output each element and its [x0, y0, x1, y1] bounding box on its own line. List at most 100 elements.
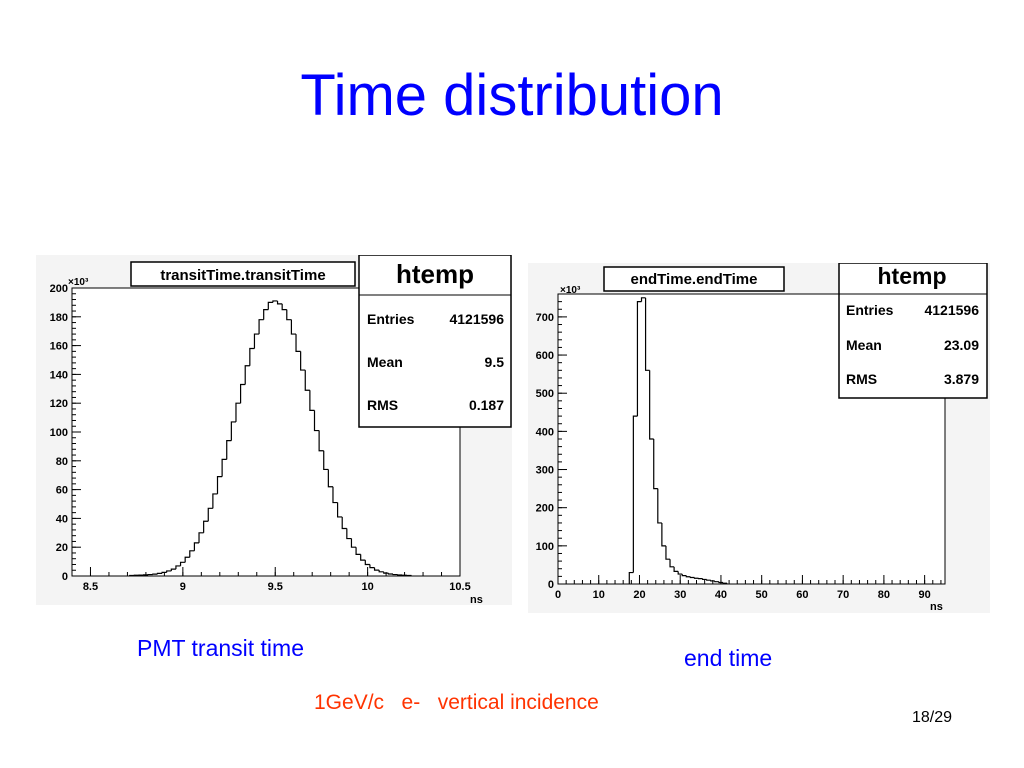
stats-rms-value: 0.187: [469, 397, 504, 413]
histogram-bin: [341, 516, 347, 530]
y-tick-label: 200: [536, 503, 554, 515]
histogram-bin: [383, 571, 389, 574]
stats-rms-label: RMS: [846, 371, 877, 387]
stats-entries-label: Entries: [846, 302, 894, 318]
caption-end-time: end time: [684, 645, 773, 671]
histogram-bin: [286, 309, 292, 321]
y-multiplier: ×10³: [560, 285, 581, 296]
stats-mean-value: 9.5: [485, 354, 505, 370]
histogram-bin: [184, 556, 190, 563]
histogram-bin: [714, 580, 719, 583]
histogram-bin: [221, 458, 227, 477]
histogram-bin: [669, 559, 675, 568]
histogram-bin: [327, 469, 333, 488]
histogram-bin: [636, 301, 642, 417]
x-axis-label: ns: [930, 601, 943, 613]
histogram-bin: [373, 567, 380, 571]
histogram-bin: [323, 450, 329, 471]
x-tick-label: 0: [555, 589, 561, 601]
histogram-bin: [272, 300, 278, 303]
x-tick-label: 90: [919, 589, 931, 601]
x-axis-label: ns: [470, 594, 483, 605]
histogram-bin: [632, 415, 638, 573]
histogram-bin: [644, 297, 650, 371]
histogram-bin: [336, 502, 343, 518]
histogram-bin: [226, 440, 232, 460]
end-time-histogram: 0 10 20 30 40 50 60 70 80 90 0 100 200 300 400 500 600 70…: [536, 263, 988, 613]
histogram-bin: [673, 566, 679, 573]
hist-title-box: [603, 266, 785, 292]
histogram-bin: [387, 573, 394, 575]
histogram-bin: [685, 575, 691, 578]
histogram-bin: [318, 430, 324, 452]
histogram-bin: [216, 476, 223, 494]
histogram-bin: [244, 365, 250, 385]
slide-subtitle: 1GeV/c e- vertical incidence: [314, 691, 599, 714]
histogram-bin: [207, 507, 213, 522]
histogram-bin: [193, 542, 200, 551]
stats-rms-label: RMS: [367, 397, 398, 413]
histogram-bin: [628, 571, 634, 584]
y-tick-label: 140: [50, 369, 68, 381]
histogram-bin: [665, 545, 671, 560]
y-tick-label: 600: [536, 350, 554, 362]
histogram-bin: [702, 578, 707, 581]
y-tick-label: 100: [50, 427, 68, 439]
histogram-bin: [230, 421, 236, 441]
histogram-bin: [309, 390, 315, 411]
x-tick-label: 10.5: [449, 581, 470, 593]
y-tick-label: 0: [548, 579, 554, 591]
histogram-bin: [677, 571, 683, 575]
y-tick-label: 400: [536, 426, 554, 438]
x-tick-label: 50: [756, 589, 768, 601]
histogram-bin: [304, 370, 310, 391]
hist-title: endTime.endTime: [631, 271, 758, 288]
stats-mean-label: Mean: [367, 354, 403, 370]
stats-entries-value: 4121596: [449, 311, 504, 327]
histogram-bin: [249, 347, 255, 366]
histogram-bin: [290, 319, 297, 335]
histogram-bin: [189, 550, 195, 558]
histogram-bin: [649, 370, 654, 440]
histogram-bin: [267, 301, 273, 310]
histogram-bin: [239, 383, 246, 404]
x-tick-label: 9.5: [268, 581, 283, 593]
histogram-bin: [300, 351, 306, 371]
y-multiplier: ×10³: [68, 277, 89, 288]
histogram-bin: [710, 580, 715, 582]
histogram-bin: [653, 439, 658, 490]
histogram-bin: [198, 532, 204, 543]
hist-title: transitTime.transitTime: [160, 267, 325, 284]
y-tick-label: 700: [536, 312, 554, 324]
page-number: 18/29: [912, 709, 953, 726]
stats-name: htemp: [396, 259, 474, 289]
histogram-bin: [253, 333, 260, 349]
histogram-bin: [661, 522, 666, 547]
histogram-bin: [722, 582, 728, 584]
end-time-histogram-panel: 0 10 20 30 40 50 60 70 80 90 0 100 200 300 400 500 600 70…: [528, 263, 990, 613]
histogram-bin: [258, 319, 264, 335]
histogram-bin: [689, 576, 695, 579]
histogram-bin: [179, 561, 186, 566]
histogram-bin: [235, 402, 241, 422]
stats-box: htemp Entries 4121596 Mean 9.5 RMS 0.187: [358, 255, 512, 428]
histogram-bin: [378, 570, 384, 573]
histogram-bin: [693, 577, 699, 579]
histogram-bin: [355, 547, 361, 555]
y-tick-label: 160: [50, 341, 68, 353]
y-tick-label: 20: [56, 542, 68, 554]
x-tick-label: 80: [878, 589, 890, 601]
y-tick-label: 0: [62, 571, 68, 583]
y-tick-label: 180: [50, 312, 68, 324]
transit-time-histogram: 8.5 9 9.5 10 10.5 0 20 40 60 80 100 120 140 160 180 200…: [50, 255, 512, 605]
histogram-bin: [332, 486, 338, 504]
slide-title: Time distribution: [300, 63, 724, 128]
stats-mean-label: Mean: [846, 337, 882, 353]
y-tick-label: 200: [50, 283, 68, 295]
y-tick-label: 300: [536, 465, 554, 477]
histogram-bin: [263, 309, 269, 320]
histogram-bin: [203, 520, 209, 533]
x-tick-label: 60: [796, 589, 808, 601]
histogram-bin: [657, 488, 662, 524]
caption-transit-time: PMT transit time: [137, 635, 304, 661]
